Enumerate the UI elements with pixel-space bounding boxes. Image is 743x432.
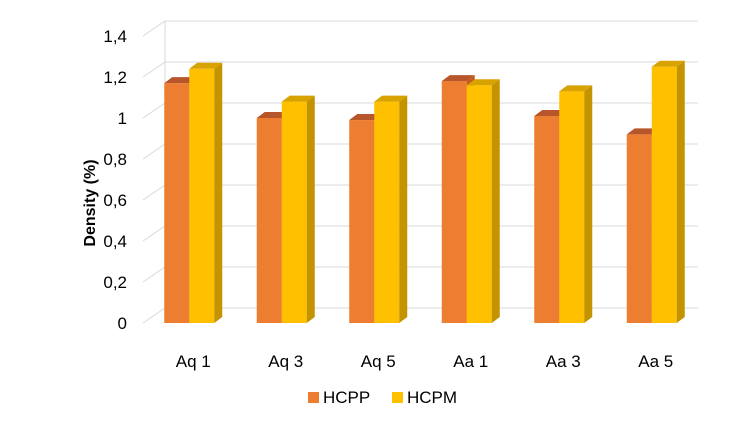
- bar-side: [584, 85, 593, 323]
- x-category-label: Aa 5: [638, 352, 673, 371]
- bar-hcpm-aq-5: [374, 95, 408, 323]
- y-tick-label: 1,4: [103, 27, 127, 46]
- gridline: [142, 143, 698, 160]
- y-axis-title: Density (%): [82, 159, 99, 246]
- bar-front: [374, 101, 400, 323]
- bar-front: [559, 91, 585, 323]
- y-axis-ticks: 0 0,2 0,4 0,6 0,8 1 1,2 1,4: [103, 27, 127, 333]
- bar-side: [491, 79, 500, 323]
- bar-side: [399, 95, 408, 323]
- y-tick-label: 0,6: [103, 191, 127, 210]
- y-tick-label: 0: [118, 314, 127, 333]
- x-category-label: Aa 1: [453, 352, 488, 371]
- bar-hcpm-aq-1: [189, 62, 223, 324]
- bar-top: [374, 95, 408, 102]
- bar-top: [534, 109, 568, 116]
- y-tick-label: 1,2: [103, 68, 127, 87]
- legend-label: HCPP: [323, 388, 370, 407]
- bar-side: [214, 62, 223, 324]
- bar-top: [189, 62, 223, 69]
- gridline: [142, 266, 698, 283]
- bar-front: [164, 83, 190, 324]
- bar-top: [651, 60, 685, 67]
- gridline: [142, 102, 698, 119]
- bar-side: [676, 60, 685, 323]
- gridline: [142, 184, 698, 201]
- gridline: [142, 225, 698, 242]
- gridline: [142, 307, 698, 324]
- y-tick-label: 1: [118, 109, 127, 128]
- bar-front: [651, 66, 677, 323]
- bar-top: [281, 95, 315, 102]
- bar-front: [626, 134, 652, 323]
- bar-top: [256, 112, 290, 118]
- x-category-label: Aq 3: [268, 352, 303, 371]
- x-axis-categories: Aq 1 Aq 3 Aq 5 Aa 1 Aa 3 Aa 5: [176, 352, 673, 371]
- y-tick-label: 0,4: [103, 232, 127, 251]
- y-tick-label: 0,8: [103, 150, 127, 169]
- bar-front: [534, 115, 560, 323]
- bar-front: [466, 85, 492, 323]
- x-category-label: Aa 3: [546, 352, 581, 371]
- bar-front: [281, 101, 307, 323]
- bar-top: [559, 85, 593, 92]
- y-tick-label: 0,2: [103, 273, 127, 292]
- bar-top: [441, 75, 475, 82]
- x-category-label: Aq 5: [361, 352, 396, 371]
- bar-hcpm-aa-5: [651, 60, 685, 323]
- bar-front: [189, 68, 215, 323]
- gridline: [142, 61, 698, 78]
- gridlines: [142, 20, 698, 324]
- bar-top: [466, 79, 500, 86]
- legend-label: HCPM: [407, 388, 457, 407]
- bar-top: [626, 128, 660, 135]
- bars: [164, 60, 685, 324]
- legend: HCPP HCPM: [308, 388, 457, 407]
- x-category-label: Aq 1: [176, 352, 211, 371]
- bar-top: [349, 114, 383, 121]
- bar-hcpm-aa-1: [466, 79, 500, 323]
- legend-item-hcpm: HCPM: [392, 388, 457, 407]
- legend-swatch: [308, 392, 319, 403]
- bar-front: [441, 81, 467, 323]
- bar-front: [349, 120, 375, 323]
- legend-swatch: [392, 392, 403, 403]
- bar-hcpm-aa-3: [559, 85, 593, 323]
- bar-front: [256, 118, 282, 323]
- legend-item-hcpp: HCPP: [308, 388, 370, 407]
- bar-hcpm-aq-3: [281, 95, 315, 323]
- bar-top: [164, 77, 198, 84]
- bar-side: [306, 95, 315, 323]
- gridline: [142, 20, 698, 37]
